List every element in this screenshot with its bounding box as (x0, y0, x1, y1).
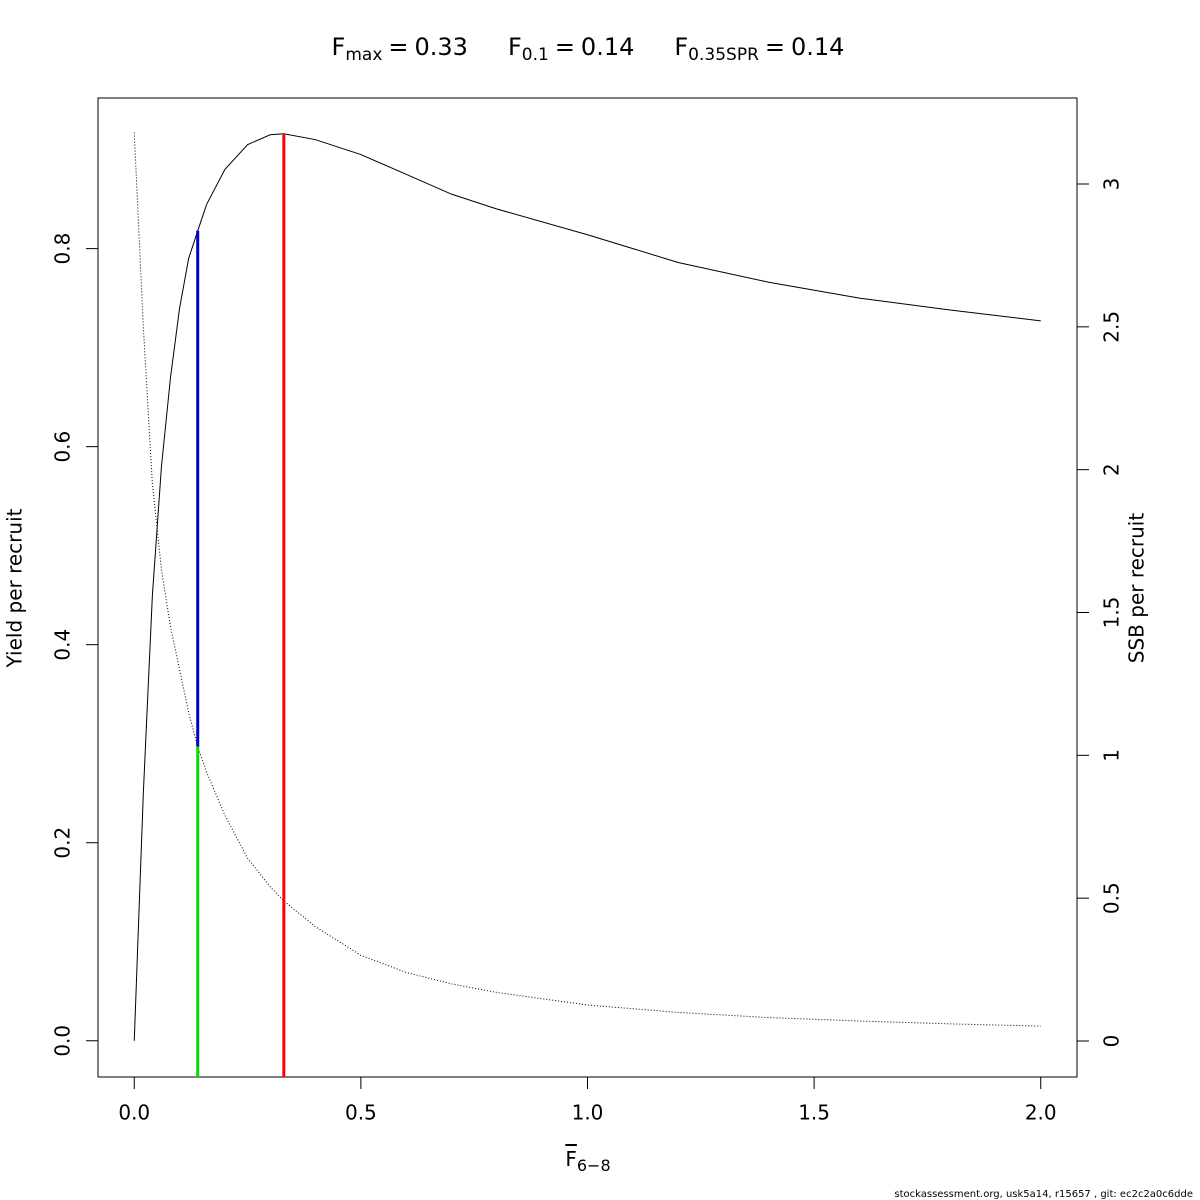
y2-tick-label: 2 (1100, 463, 1124, 476)
x-tick-label: 1.5 (798, 1101, 830, 1125)
chart-title: Fmax = 0.33 F0.1 = 0.14 F0.35SPR = 0.14 (332, 33, 845, 65)
y-tick-label: 0.6 (51, 431, 75, 463)
x-label-subscript: 6−8 (577, 1156, 611, 1175)
title-value: 0.33 (415, 33, 468, 61)
y2-tick-label: 3 (1100, 178, 1124, 191)
y2-axis-label: SSB per recruit (1125, 513, 1149, 664)
title-symbol: F (508, 33, 522, 61)
title-value: 0.14 (581, 33, 634, 61)
title-subscript: 0.1 (522, 45, 549, 65)
y2-tick-label: 0.5 (1100, 882, 1124, 914)
title-sep: = (765, 33, 785, 61)
x-tick-label: 2.0 (1025, 1101, 1057, 1125)
series-line (133, 132, 1041, 1027)
y-tick-label: 0.0 (51, 1025, 75, 1057)
y2-tick-label: 1 (1100, 749, 1124, 762)
plot-frame (97, 97, 1078, 1078)
title-sep: = (555, 33, 575, 61)
y2-tick-label: 1.5 (1100, 597, 1124, 629)
x-tick-label: 0.0 (118, 1101, 150, 1125)
y2-tick-label: 2.5 (1100, 311, 1124, 343)
title-value: 0.14 (791, 33, 844, 61)
footer: stockassessment.org, usk5a14, r15657 , g… (894, 1189, 1193, 1200)
x-label-symbol: F (565, 1147, 577, 1171)
y-tick-label: 0.2 (51, 827, 75, 859)
series-line (133, 133, 1041, 1041)
title-symbol: F (332, 33, 346, 61)
x-tick-label: 1.0 (572, 1101, 604, 1125)
title-subscript: 0.35SPR (688, 45, 759, 65)
x-tick-label: 0.5 (345, 1101, 377, 1125)
y2-tick-label: 0 (1100, 1035, 1124, 1048)
y-tick-label: 0.4 (51, 629, 75, 661)
y-tick-label: 0.8 (51, 233, 75, 265)
title-subscript: max (345, 45, 382, 65)
title-symbol: F (674, 33, 688, 61)
x-axis-label: F6−8 (565, 1147, 610, 1175)
title-sep: = (388, 33, 408, 61)
y-axis-label: Yield per recruit (3, 508, 27, 668)
